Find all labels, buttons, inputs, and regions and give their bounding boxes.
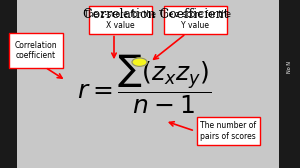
FancyBboxPatch shape [9, 33, 63, 68]
Text: The number of
pairs of scores: The number of pairs of scores [200, 121, 256, 141]
FancyBboxPatch shape [164, 6, 226, 34]
FancyBboxPatch shape [88, 6, 152, 34]
Text: Correlation Coefficient: Correlation Coefficient [83, 8, 229, 21]
Text: Correlation
coefficient: Correlation coefficient [15, 41, 57, 60]
Text: The z-score for the
X value: The z-score for the X value [84, 10, 156, 30]
Circle shape [132, 58, 147, 66]
Text: The z-score for the
Y value: The z-score for the Y value [159, 10, 231, 30]
Bar [279, 0, 300, 168]
Text: No N: No N [287, 61, 292, 73]
FancyBboxPatch shape [196, 117, 260, 145]
Text: $\mathit{r} = \dfrac{\sum(z_x z_y)}{n - 1}$: $\mathit{r} = \dfrac{\sum(z_x z_y)}{n - … [77, 52, 211, 116]
Bar [0, 0, 16, 168]
